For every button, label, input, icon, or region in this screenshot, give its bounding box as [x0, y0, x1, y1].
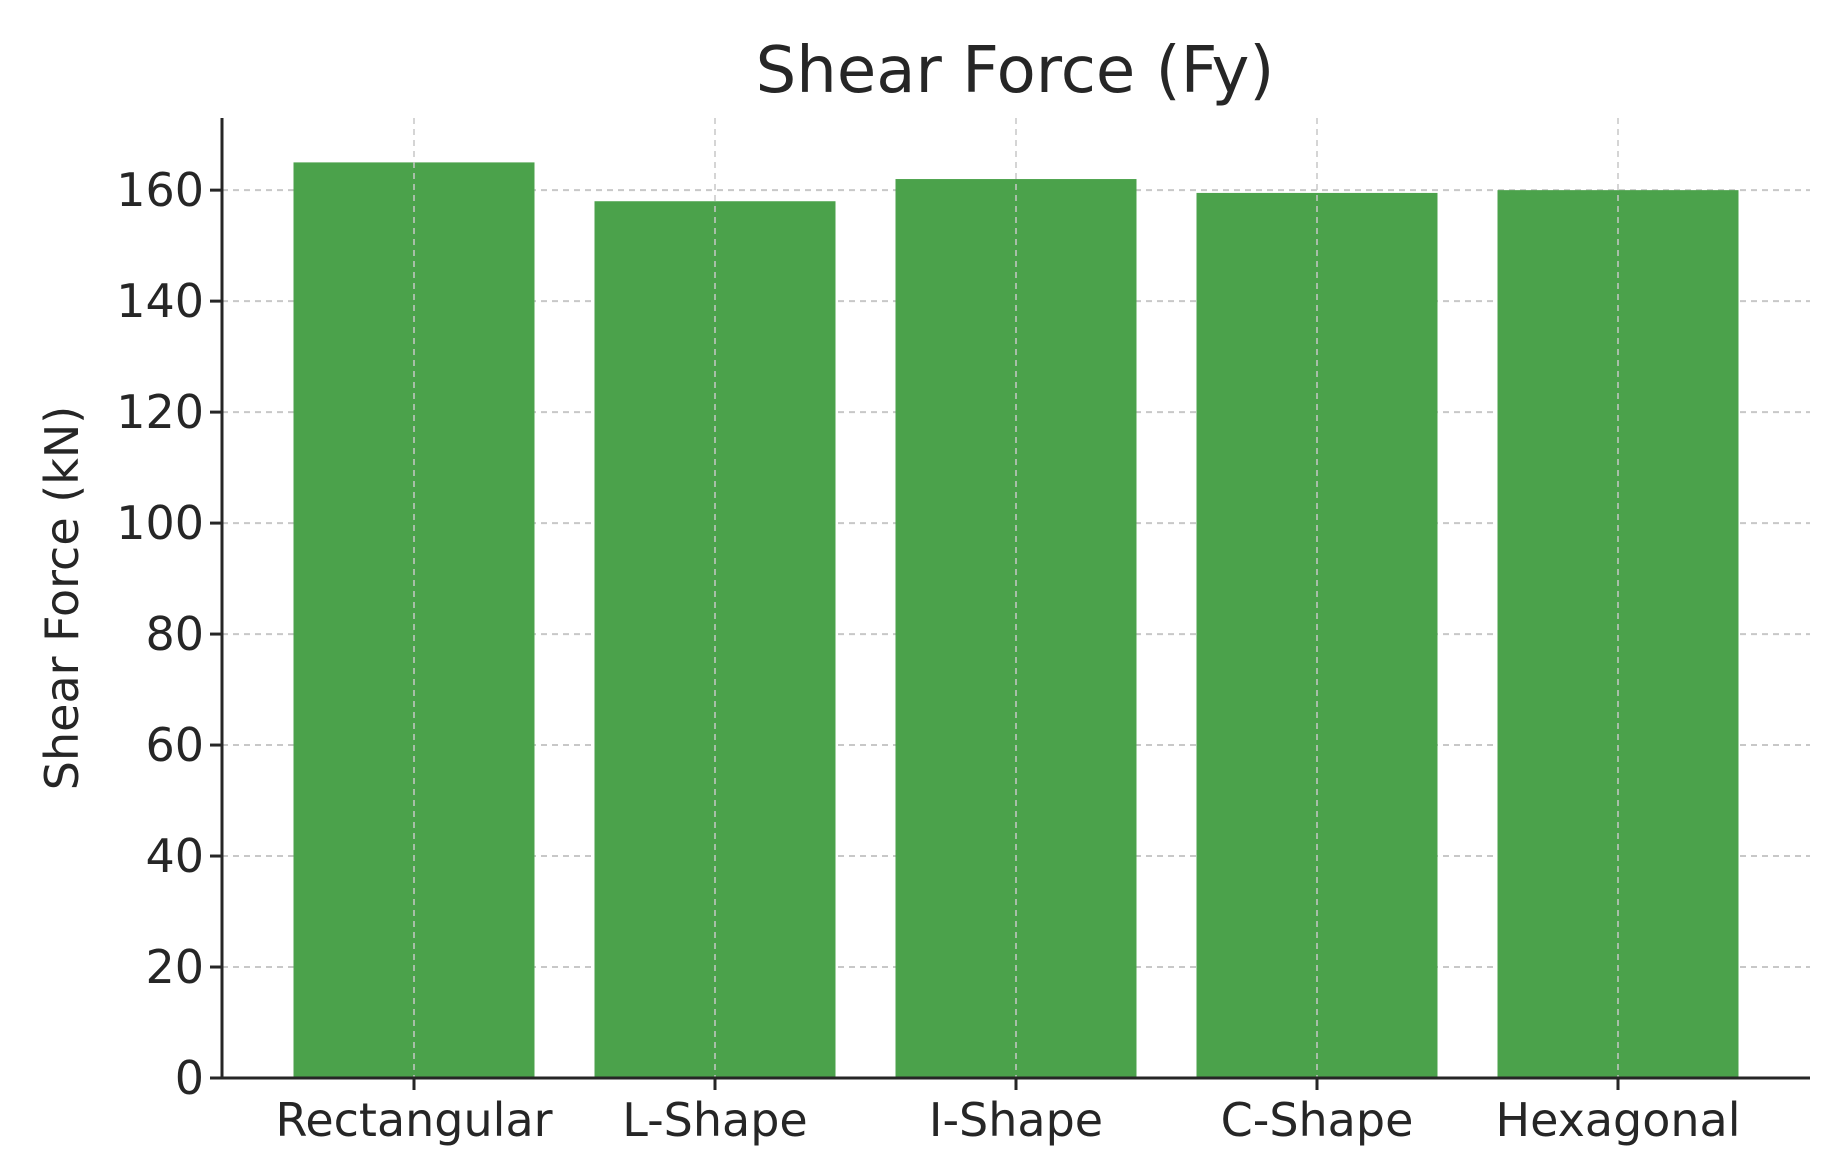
- x-tick-label: Rectangular: [275, 1093, 552, 1147]
- y-tick-label: 160: [116, 163, 204, 217]
- vertical-grid-lines: [413, 118, 1619, 1078]
- chart-title: Shear Force (Fy): [756, 34, 1275, 108]
- y-tick-label: 40: [145, 829, 204, 883]
- y-tick-label: 120: [116, 385, 204, 439]
- x-tick-label: C-Shape: [1221, 1093, 1414, 1147]
- y-tick-label: 0: [175, 1051, 204, 1105]
- y-tick-labels: 0 20 40 60 80 100 120 140 160: [116, 163, 204, 1105]
- y-tick-label: 80: [145, 607, 204, 661]
- x-tick-label: L-Shape: [622, 1093, 807, 1147]
- y-tick-label: 60: [145, 718, 204, 772]
- y-tick-label: 140: [116, 274, 204, 328]
- y-axis-label: Shear Force (kN): [35, 406, 89, 790]
- x-tick-label: I-Shape: [929, 1093, 1103, 1147]
- axes: [210, 118, 1810, 1090]
- x-tick-label: Hexagonal: [1496, 1093, 1741, 1147]
- x-tick-labels: Rectangular L-Shape I-Shape C-Shape Hexagona…: [275, 1093, 1740, 1147]
- y-tick-label: 100: [116, 496, 204, 550]
- y-tick-label: 20: [145, 940, 204, 994]
